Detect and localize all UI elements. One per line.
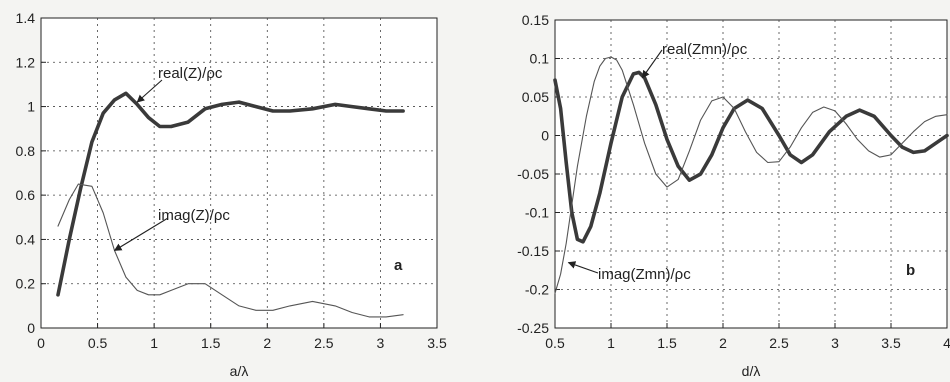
panel-a: 0 0.5 1 1.5 2 2.5 3 3.5 0 0.2 0.4 0.6 0.8 1 1.2 1.4 re…: [16, 10, 447, 379]
y-tick-label-a: 1.2: [16, 54, 36, 70]
annotation-label-b-0: real(Zmn)/ρc: [662, 41, 748, 58]
series-b: [553, 56, 949, 294]
annotation-arrow-a-1: [113, 217, 169, 251]
plot-area-b: [554, 19, 948, 329]
y-tick-label-b: -0.2: [525, 282, 549, 298]
x-tick-label-a: 2: [263, 335, 271, 351]
annotation-arrow-b-1: [567, 261, 599, 274]
y-ticks-b: -0.25 -0.2 -0.15 -0.1 -0.05 0 0.05 0.1 0.15: [517, 12, 560, 336]
x-tick-label-a: 3: [377, 335, 385, 351]
plot-area-a: [40, 17, 438, 329]
series-line-b-imag: [554, 56, 948, 294]
y-tick-label-a: 0.4: [16, 231, 36, 247]
y-tick-label-a: 1: [27, 99, 35, 115]
x-tick-label-b: 1: [607, 335, 615, 351]
series-a: [56, 91, 405, 318]
panel-label-a: a: [394, 257, 403, 274]
y-tick-label-b: -0.25: [517, 320, 549, 336]
x-tick-label-a: 2.5: [314, 335, 334, 351]
x-tick-label-a: 1.5: [201, 335, 221, 351]
y-tick-label-b: 0: [541, 128, 549, 144]
x-tick-label-b: 2.5: [769, 335, 789, 351]
x-tick-label-a: 0: [37, 335, 45, 351]
y-tick-label-a: 1.4: [16, 10, 36, 26]
x-tick-label-b: 3: [831, 335, 839, 351]
y-tick-label-b: 0.05: [522, 89, 549, 105]
x-tick-label-b: 2: [719, 335, 727, 351]
series-line-a-real: [56, 91, 405, 297]
series-line-b-real: [553, 70, 949, 244]
x-axis-label-b: d/λ: [742, 363, 761, 379]
y-tick-label-b: -0.05: [517, 166, 549, 182]
annotation-arrow-a-0: [136, 79, 163, 103]
y-tick-label-b: -0.1: [525, 205, 549, 221]
annotation-label-a-0: real(Z)/ρc: [158, 65, 223, 82]
annotations-b: real(Zmn)/ρc imag(Zmn)/ρc: [567, 41, 748, 283]
annotations-a: real(Z)/ρc imag(Z)/ρc: [113, 65, 230, 251]
x-axis-label-a: a/λ: [230, 363, 249, 379]
y-ticks-a: 0 0.2 0.4 0.6 0.8 1 1.2 1.4: [16, 10, 46, 336]
x-tick-label-a: 3.5: [427, 335, 447, 351]
x-tick-label-b: 3.5: [881, 335, 901, 351]
y-tick-label-b: 0.15: [522, 12, 549, 28]
y-tick-label-b: -0.15: [517, 243, 549, 259]
x-ticks-a: 0 0.5 1 1.5 2 2.5 3 3.5: [37, 323, 447, 351]
panel-b: 0.5 1 1.5 2 2.5 3 3.5 4 -0.25 -0.2 -0.15 -0.1 -0.05…: [517, 12, 950, 379]
y-tick-label-a: 0: [27, 320, 35, 336]
y-tick-label-b: 0.1: [530, 51, 550, 67]
x-tick-label-a: 1: [150, 335, 158, 351]
x-tick-label-b: 0.5: [545, 335, 565, 351]
series-line-a-imag: [57, 183, 404, 318]
x-tick-label-b: 1.5: [657, 335, 677, 351]
annotation-label-b-1: imag(Zmn)/ρc: [598, 266, 691, 283]
annotation-arrow-b-0: [641, 49, 663, 79]
x-tick-label-a: 0.5: [88, 335, 108, 351]
panel-label-b: b: [906, 262, 915, 279]
y-tick-label-a: 0.6: [16, 187, 36, 203]
y-tick-label-a: 0.2: [16, 276, 36, 292]
annotation-label-a-1: imag(Z)/ρc: [158, 207, 230, 224]
x-ticks-b: 0.5 1 1.5 2 2.5 3 3.5 4: [545, 323, 950, 351]
x-tick-label-b: 4: [943, 335, 950, 351]
y-tick-label-a: 0.8: [16, 143, 36, 159]
